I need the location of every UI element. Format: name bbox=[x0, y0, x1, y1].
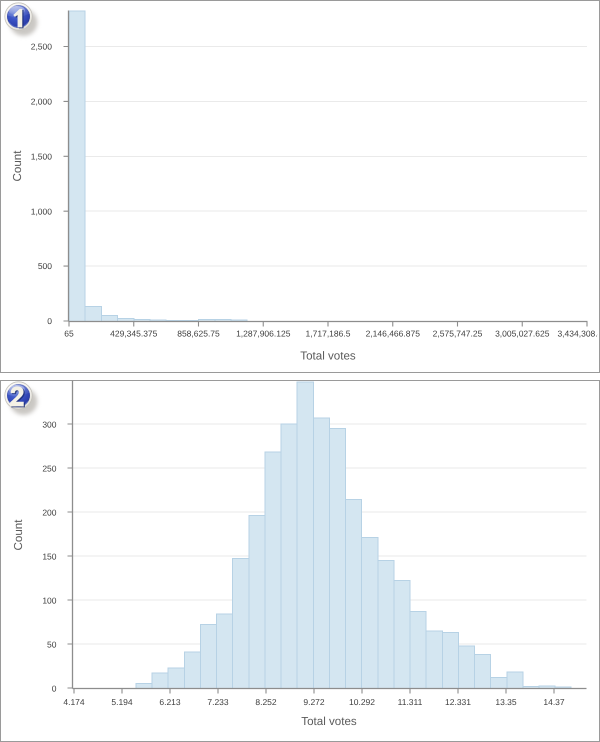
svg-text:4.174: 4.174 bbox=[63, 697, 85, 707]
svg-text:858,625.75: 858,625.75 bbox=[177, 328, 220, 338]
svg-text:13.35: 13.35 bbox=[495, 697, 517, 707]
svg-text:50: 50 bbox=[47, 639, 57, 649]
svg-text:500: 500 bbox=[38, 261, 52, 271]
svg-text:100: 100 bbox=[42, 595, 56, 605]
svg-text:8.252: 8.252 bbox=[255, 697, 277, 707]
svg-text:2,146,466.875: 2,146,466.875 bbox=[366, 328, 421, 338]
svg-text:300: 300 bbox=[42, 419, 56, 429]
svg-text:2,575,747.25: 2,575,747.25 bbox=[433, 328, 483, 338]
svg-text:5.194: 5.194 bbox=[111, 697, 133, 707]
svg-text:10.292: 10.292 bbox=[349, 697, 375, 707]
svg-text:Count: Count bbox=[12, 519, 25, 551]
svg-text:11.311: 11.311 bbox=[398, 697, 423, 707]
svg-text:1,000: 1,000 bbox=[31, 206, 53, 216]
svg-text:0: 0 bbox=[47, 316, 52, 326]
svg-text:1,717,186.5: 1,717,186.5 bbox=[306, 328, 351, 338]
svg-text:65: 65 bbox=[64, 328, 74, 338]
svg-text:Total votes: Total votes bbox=[300, 349, 356, 362]
svg-text:Count: Count bbox=[11, 150, 24, 182]
svg-text:2,500: 2,500 bbox=[31, 42, 53, 52]
svg-text:0: 0 bbox=[52, 683, 57, 693]
svg-text:14.37: 14.37 bbox=[543, 697, 565, 707]
svg-text:150: 150 bbox=[42, 551, 56, 561]
svg-text:200: 200 bbox=[42, 507, 56, 517]
svg-text:2,000: 2,000 bbox=[31, 97, 53, 107]
svg-text:1,287,906.125: 1,287,906.125 bbox=[236, 328, 291, 338]
svg-text:Total votes: Total votes bbox=[301, 715, 357, 728]
svg-text:6.213: 6.213 bbox=[159, 697, 181, 707]
svg-text:3,005,027.625: 3,005,027.625 bbox=[495, 328, 550, 338]
svg-text:250: 250 bbox=[42, 463, 56, 473]
svg-text:12.331: 12.331 bbox=[445, 697, 471, 707]
svg-text:3,434,308.4375: 3,434,308.4375 bbox=[557, 328, 598, 338]
svg-text:9.272: 9.272 bbox=[303, 697, 325, 707]
svg-text:7.233: 7.233 bbox=[207, 697, 229, 707]
svg-text:1,500: 1,500 bbox=[31, 151, 53, 161]
svg-text:429,345.375: 429,345.375 bbox=[110, 328, 158, 338]
